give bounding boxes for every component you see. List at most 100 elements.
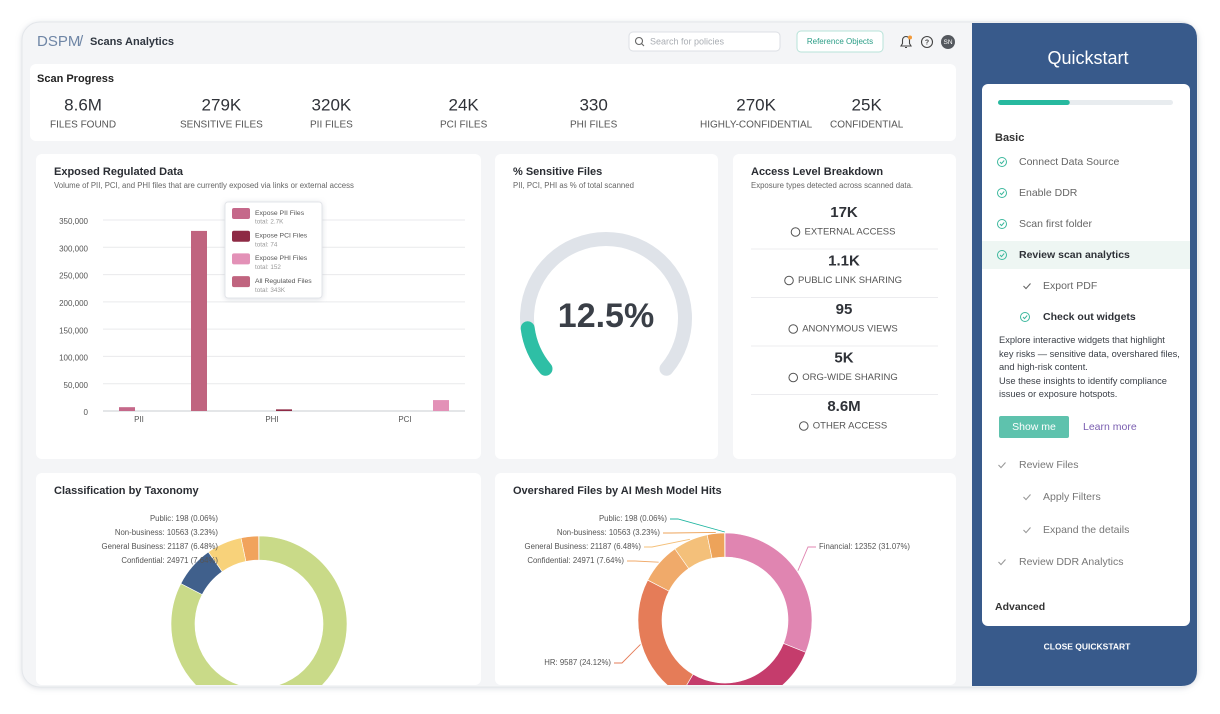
avatar-initials[interactable]: SN [943,39,952,46]
stat-value: 25K [852,95,883,114]
y-tick-label: 100,000 [59,354,88,363]
step[interactable]: Review DDR Analytics [1019,556,1123,568]
access-label: EXTERNAL ACCESS [805,227,896,238]
slice-label: General Business: 21187 (6.48%) [525,542,642,551]
access-value: 8.6M [827,398,860,415]
step[interactable]: Scan first folder [1019,218,1092,230]
stat-label: HIGHLY-CONFIDENTIAL [700,120,813,131]
description: Explore interactive widgets that highlig… [999,334,1181,408]
legend-label: Expose PII Files [255,210,305,217]
stat-value: 320K [312,95,352,114]
step[interactable]: Check out widgets [1043,311,1136,323]
stat-value: 270K [736,95,776,114]
search-placeholder[interactable]: Search for policies [650,36,725,46]
stat-label: PHI FILES [570,120,618,131]
y-tick-label: 350,000 [59,217,88,226]
gauge-value-label: 12.5% [558,297,654,335]
legend-total: total: 343K [255,287,286,294]
section-heading: Basic [995,132,1024,144]
card-subtitle: Volume of PII, PCI, and PHI files that a… [54,181,354,190]
y-tick-label: 250,000 [59,272,88,281]
bar [119,407,135,411]
card-title: Scan Progress [37,73,114,85]
access-value: 1.1K [828,252,860,269]
slice-label: Confidential: 24971 (7.64%) [121,556,218,565]
exposed-card [36,154,481,459]
help-icon: ? [925,39,929,46]
stat-label: FILES FOUND [50,120,116,131]
stat-value: 8.6M [64,95,102,114]
close-quickstart[interactable]: CLOSE QUICKSTART [1044,641,1132,651]
card-title: Classification by Taxonomy [54,485,200,497]
legend-total: total: 74 [255,241,278,248]
step[interactable]: Apply Filters [1043,491,1101,503]
legend-label: Expose PHI Files [255,255,308,262]
access-label: ORG-WIDE SHARING [802,372,898,383]
stat-label: PCI FILES [440,120,488,131]
legend-total: total: 2.7K [255,219,284,226]
access-value: 17K [830,204,858,221]
legend-swatch [232,208,250,219]
access-value: 5K [834,349,853,366]
y-tick-label: 150,000 [59,326,88,335]
card-title: Overshared Files by AI Mesh Model Hits [513,485,722,497]
breadcrumb-root: DSPM [37,33,80,50]
access-value: 95 [836,301,853,318]
slice-label: General Business: 21187 (6.48%) [102,542,219,551]
legend-swatch [232,253,250,264]
access-label: PUBLIC LINK SHARING [798,275,902,286]
slice-label: Public: 198 (0.06%) [150,514,218,523]
stat-label: CONFIDENTIAL [830,120,904,131]
legend-swatch [232,276,250,287]
legend-label: Expose PCI Files [255,232,308,239]
stat-label: SENSITIVE FILES [180,120,263,131]
card-subtitle: Exposure types detected across scanned d… [751,181,913,190]
progress-fill [998,100,1070,105]
section-heading[interactable]: Advanced [995,601,1045,613]
y-tick-label: 300,000 [59,244,88,253]
step[interactable]: Export PDF [1043,280,1097,292]
slice-label: Non-business: 10563 (3.23%) [557,528,661,537]
reference-button-label[interactable]: Reference Objects [807,37,873,46]
card-title: Access Level Breakdown [751,166,883,178]
access-label: ANONYMOUS VIEWS [802,324,898,335]
card-title: Exposed Regulated Data [54,166,184,178]
show-me-label[interactable]: Show me [1012,421,1056,433]
y-tick-label: 200,000 [59,299,88,308]
step[interactable]: Connect Data Source [1019,156,1120,168]
y-tick-label: 50,000 [64,381,89,390]
step[interactable]: Enable DDR [1019,187,1078,199]
slice-label: Confidential: 24971 (7.64%) [527,556,624,565]
x-tick-label: PII [134,415,144,424]
slice-label: Public: 198 (0.06%) [599,514,667,523]
learn-more-link[interactable]: Learn more [1083,421,1137,433]
legend-label: All Regulated Files [255,278,312,285]
scan-progress-card [30,64,956,141]
taxonomy-card [36,473,481,685]
slice-label: Financial: 12352 (31.07%) [819,542,910,551]
slice-label: Non-business: 10563 (3.23%) [115,528,219,537]
stat-value: 24K [449,95,480,114]
x-tick-label: PCI [398,415,411,424]
leader-line [663,532,716,533]
step[interactable]: Review scan analytics [1019,249,1130,261]
notification-dot [908,36,912,40]
y-tick-label: 0 [84,408,89,417]
step[interactable]: Expand the details [1043,524,1129,536]
stat-label: PII FILES [310,120,353,131]
stat-value: 330 [579,95,607,114]
bar [433,400,449,411]
stat-value: 279K [202,95,242,114]
slice-label: HR: 9587 (24.12%) [544,658,611,667]
legend-swatch [232,231,250,242]
page-title: Scans Analytics [90,36,174,48]
bar [276,409,292,411]
access-label: OTHER ACCESS [813,421,887,432]
bar [191,231,207,411]
card-title: % Sensitive Files [513,166,602,178]
legend-total: total: 152 [255,264,281,271]
quickstart-title: Quickstart [1047,48,1128,68]
step[interactable]: Review Files [1019,459,1079,471]
